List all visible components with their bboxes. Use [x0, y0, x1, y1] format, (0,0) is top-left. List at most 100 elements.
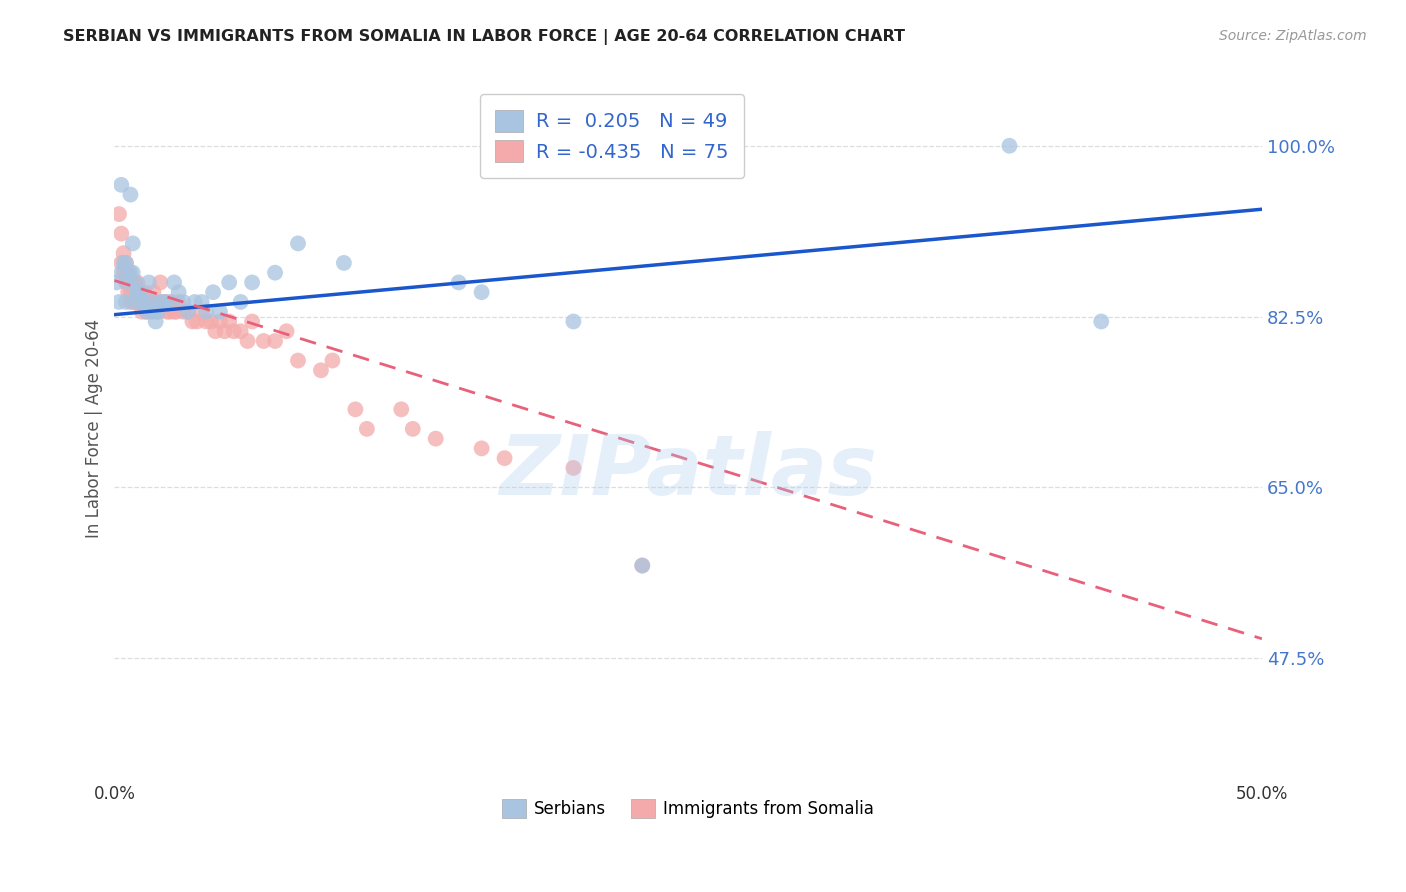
Point [135, 304, 157, 318]
Point [112, 256, 135, 270]
Point [127, 285, 149, 300]
Point [425, 432, 447, 446]
Point [208, 314, 231, 328]
Point [186, 314, 208, 328]
Point [264, 334, 287, 348]
Point [204, 324, 226, 338]
Point [402, 422, 425, 436]
Point [108, 207, 131, 221]
Point [167, 285, 190, 300]
Point [135, 304, 157, 318]
Point [138, 276, 160, 290]
Point [124, 285, 146, 300]
Point [156, 304, 179, 318]
Point [124, 295, 146, 310]
Point [631, 558, 654, 573]
Point [127, 285, 149, 300]
Point [222, 324, 245, 338]
Point [124, 276, 146, 290]
Point [121, 295, 143, 310]
Text: SERBIAN VS IMMIGRANTS FROM SOMALIA IN LABOR FORCE | AGE 20-64 CORRELATION CHART: SERBIAN VS IMMIGRANTS FROM SOMALIA IN LA… [63, 29, 905, 45]
Point [134, 285, 156, 300]
Point [127, 295, 149, 310]
Point [160, 295, 183, 310]
Point [128, 295, 150, 310]
Point [128, 285, 150, 300]
Point [177, 304, 200, 318]
Point [200, 314, 222, 328]
Point [181, 314, 204, 328]
Point [252, 334, 274, 348]
Point [152, 295, 174, 310]
Point [120, 187, 142, 202]
Point [131, 295, 153, 310]
Point [190, 295, 212, 310]
Point [276, 324, 298, 338]
Point [153, 295, 176, 310]
Point [139, 304, 162, 318]
Point [105, 276, 128, 290]
Point [135, 295, 157, 310]
Point [240, 314, 263, 328]
Point [240, 276, 263, 290]
Point [142, 304, 165, 318]
Text: Source: ZipAtlas.com: Source: ZipAtlas.com [1219, 29, 1367, 44]
Point [494, 451, 516, 466]
Point [108, 295, 131, 310]
Point [112, 266, 135, 280]
Point [998, 138, 1021, 153]
Point [146, 304, 169, 318]
Point [110, 178, 132, 192]
Point [120, 266, 142, 280]
Point [287, 353, 309, 368]
Point [631, 558, 654, 573]
Point [471, 442, 494, 456]
Point [447, 276, 470, 290]
Point [309, 363, 332, 377]
Point [146, 304, 169, 318]
Point [1090, 314, 1112, 328]
Point [139, 295, 162, 310]
Point [110, 256, 132, 270]
Legend: Serbians, Immigrants from Somalia: Serbians, Immigrants from Somalia [496, 792, 880, 825]
Point [165, 304, 187, 318]
Point [121, 285, 143, 300]
Point [184, 295, 207, 310]
Point [110, 227, 132, 241]
Point [149, 276, 172, 290]
Point [124, 276, 146, 290]
Point [124, 295, 146, 310]
Point [138, 295, 160, 310]
Point [117, 285, 139, 300]
Point [389, 402, 412, 417]
Point [218, 314, 240, 328]
Point [159, 304, 181, 318]
Point [471, 285, 494, 300]
Point [172, 295, 194, 310]
Point [120, 295, 142, 310]
Point [115, 256, 138, 270]
Point [190, 304, 212, 318]
Point [344, 402, 367, 417]
Point [333, 256, 356, 270]
Point [112, 246, 135, 260]
Point [159, 295, 181, 310]
Point [145, 314, 167, 328]
Point [195, 304, 218, 318]
Point [287, 236, 309, 251]
Point [128, 285, 150, 300]
Text: ZIPatlas: ZIPatlas [499, 431, 877, 511]
Point [127, 276, 149, 290]
Point [115, 256, 138, 270]
Point [208, 304, 231, 318]
Point [562, 461, 585, 475]
Point [131, 295, 153, 310]
Point [115, 276, 138, 290]
Point [177, 304, 200, 318]
Point [236, 334, 259, 348]
Point [163, 304, 186, 318]
Point [117, 276, 139, 290]
Point [202, 285, 225, 300]
Y-axis label: In Labor Force | Age 20-64: In Labor Force | Age 20-64 [86, 319, 103, 539]
Point [120, 276, 142, 290]
